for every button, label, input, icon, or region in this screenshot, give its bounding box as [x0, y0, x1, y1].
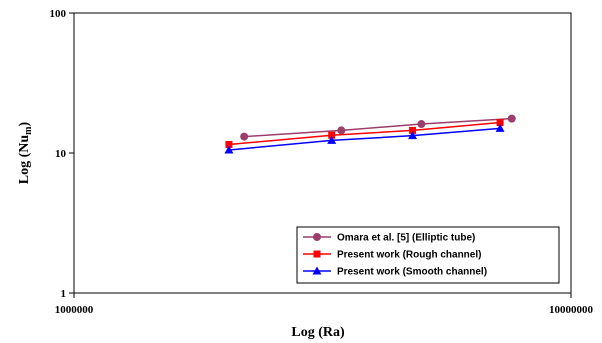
series-2	[225, 119, 504, 149]
data-point-circle	[240, 132, 249, 141]
legend-label: Omara et al. [5] (Elliptic tube)	[337, 233, 475, 244]
legend-box	[296, 226, 560, 284]
series-layer	[224, 114, 516, 154]
legend: Omara et al. [5] (Elliptic tube) Present …	[296, 226, 560, 284]
data-point-circle	[313, 233, 321, 241]
data-point-triangle	[224, 145, 234, 154]
data-point-triangle	[495, 123, 505, 132]
y-axis-title: Log (Num)	[17, 121, 34, 184]
y-tick-label: 1	[61, 288, 67, 300]
x-tick-label: 10000000	[549, 304, 594, 316]
data-point-square	[313, 250, 321, 258]
y-axis-title-subscript: m	[23, 126, 34, 135]
data-point-square	[496, 119, 504, 127]
y-tick-label: 100	[50, 8, 67, 20]
legend-entry: Omara et al. [5] (Elliptic tube)	[303, 233, 475, 244]
series-line	[244, 117, 512, 138]
legend-label: Present work (Smooth channel)	[337, 267, 487, 278]
data-point-triangle	[327, 135, 337, 144]
legend-label: Present work (Rough channel)	[337, 250, 481, 261]
series-3	[224, 123, 505, 154]
series-line	[228, 127, 501, 151]
data-point-circle	[337, 126, 346, 135]
data-point-circle	[507, 114, 516, 123]
series-line	[228, 121, 501, 146]
data-point-square	[225, 141, 233, 149]
series-1	[240, 114, 516, 141]
data-point-circle	[417, 120, 426, 129]
data-point-triangle	[408, 131, 418, 140]
y-axis-ticks: 1 10 100	[50, 8, 74, 300]
data-point-triangle	[312, 266, 322, 275]
y-tick-label: 10	[55, 148, 67, 160]
data-point-square	[328, 131, 336, 139]
y-axis-title-close: )	[17, 121, 32, 126]
x-axis-title: Log (Ra)	[291, 325, 345, 340]
data-point-square	[409, 126, 417, 134]
x-tick-label: 1000000	[55, 304, 94, 316]
legend-entry: Present work (Smooth channel)	[303, 266, 487, 278]
legend-entry: Present work (Rough channel)	[303, 250, 481, 261]
x-axis-ticks: 1000000 10000000	[55, 293, 594, 316]
y-axis-title-main: Log (Nu	[17, 135, 32, 185]
